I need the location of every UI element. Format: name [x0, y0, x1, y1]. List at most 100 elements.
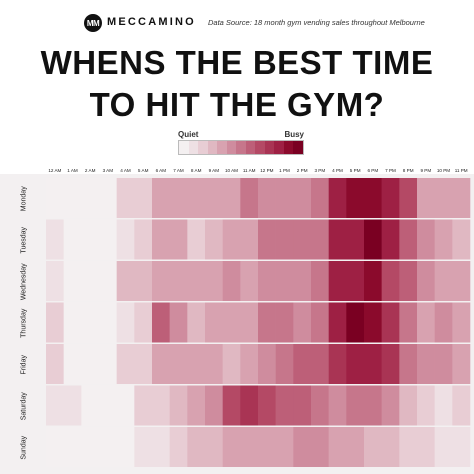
x-tick-label: 12 AM [48, 168, 61, 173]
heatmap-cell [169, 344, 188, 384]
heatmap-cell [134, 219, 153, 260]
heatmap-cell [222, 302, 241, 343]
heatmap-cell [222, 344, 241, 384]
heatmap-cell [399, 427, 418, 467]
heatmap-cell [381, 178, 400, 218]
heatmap-cell [311, 385, 329, 426]
heatmap-cell [399, 385, 418, 426]
heatmap-cell [134, 385, 153, 426]
heatmap-cell [399, 178, 418, 218]
heatmap-cell [116, 385, 135, 426]
heatmap-cell [328, 344, 347, 384]
heatmap-cell [434, 219, 453, 260]
heatmap-cell [169, 427, 188, 467]
heatmap-cell [258, 178, 276, 218]
legend-swatch [236, 141, 246, 154]
heatmap-cell [399, 261, 418, 301]
heatmap-cell [99, 261, 117, 301]
heatmap-cell [222, 261, 241, 301]
heatmap-cell [381, 344, 400, 384]
heatmap-cell [258, 427, 276, 467]
legend-swatch [255, 141, 265, 154]
heatmap-cell [364, 385, 382, 426]
y-tick-label: Wednesday [21, 263, 28, 300]
heatmap-cell [240, 427, 259, 467]
heatmap-cell [240, 302, 259, 343]
x-tick-label: 6 AM [156, 168, 167, 173]
heatmap-cell [328, 178, 347, 218]
y-tick-label: Monday [21, 186, 28, 211]
legend-swatch [217, 141, 227, 154]
heatmap-cell [63, 261, 82, 301]
heatmap-cell [81, 385, 100, 426]
heatmap-cell [275, 219, 294, 260]
heatmap-cell [169, 219, 188, 260]
heatmap-cell [275, 385, 294, 426]
heatmap-cell [417, 178, 435, 218]
heatmap-cell [63, 427, 82, 467]
heatmap-cell [399, 219, 418, 260]
legend-high-label: Busy [284, 130, 304, 139]
x-tick-label: 9 AM [209, 168, 220, 173]
heatmap-cell [434, 385, 453, 426]
heatmap-cell [258, 219, 276, 260]
heatmap-cell [99, 302, 117, 343]
x-tick-label: 5 PM [350, 168, 361, 173]
header: MM MECCAMINO Data Source: 18 month gym v… [0, 0, 474, 44]
heatmap-cell [381, 261, 400, 301]
x-tick-label: 1 PM [279, 168, 290, 173]
heatmap-cell [311, 178, 329, 218]
heatmap-cell [81, 261, 100, 301]
heatmap-cell [381, 427, 400, 467]
heatmap-cell [258, 385, 276, 426]
heatmap-cell [452, 261, 471, 301]
x-tick-label: 10 PM [437, 168, 450, 173]
heatmap-cell [152, 302, 170, 343]
heatmap-cell [205, 302, 223, 343]
heatmap-cell [452, 385, 471, 426]
heatmap-cell [417, 344, 435, 384]
heatmap-cell [152, 427, 170, 467]
heatmap-cell [46, 219, 64, 260]
heatmap-cell [240, 178, 259, 218]
x-tick-label: 2 AM [85, 168, 96, 173]
heatmap-cell [293, 261, 312, 301]
heatmap-cell [205, 219, 223, 260]
heatmap-cell [116, 344, 135, 384]
heatmap-cell [346, 302, 365, 343]
heatmap-cell [169, 302, 188, 343]
chart-title-line-1: WHENS THE BEST TIME [40, 44, 434, 81]
x-tick-label: 3 PM [314, 168, 325, 173]
heatmap-cell [134, 178, 153, 218]
legend-swatch [283, 141, 293, 154]
heatmap-cell [116, 427, 135, 467]
heatmap-cell [364, 344, 382, 384]
color-legend: Quiet Busy [178, 130, 306, 160]
heatmap-cell [205, 344, 223, 384]
heatmap-cell [346, 385, 365, 426]
heatmap-cell [46, 427, 64, 467]
heatmap-cell [187, 344, 206, 384]
heatmap-cell [63, 385, 82, 426]
heatmap-cell [417, 261, 435, 301]
heatmap-cell [434, 178, 453, 218]
heatmap-cell [187, 178, 206, 218]
heatmap-cell [364, 427, 382, 467]
heatmap-cell [417, 219, 435, 260]
heatmap-cell [46, 261, 64, 301]
heatmap-cell [240, 344, 259, 384]
heatmap-cell [116, 302, 135, 343]
heatmap-cell [81, 344, 100, 384]
heatmap-cell [169, 385, 188, 426]
heatmap-cell [311, 219, 329, 260]
heatmap-cell [328, 302, 347, 343]
x-tick-label: 10 AM [225, 168, 238, 173]
heatmap-cell [258, 302, 276, 343]
legend-swatch [198, 141, 208, 154]
heatmap-cell [99, 178, 117, 218]
heatmap-cell [311, 302, 329, 343]
heatmap-cell [258, 344, 276, 384]
heatmap-cell [399, 302, 418, 343]
heatmap-cell [328, 261, 347, 301]
heatmap-cell [152, 219, 170, 260]
